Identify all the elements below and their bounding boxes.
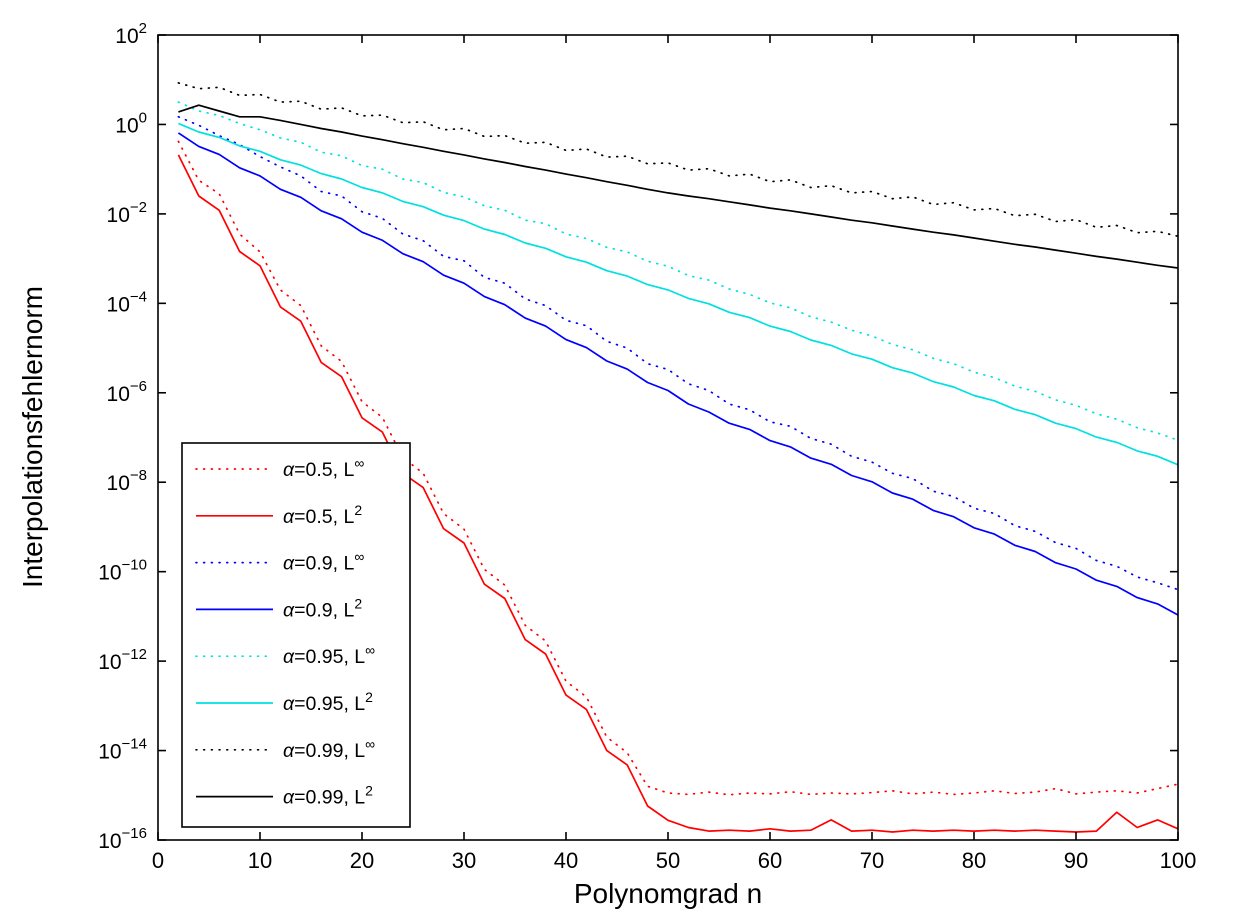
- y-tick-label: 10−10: [98, 557, 147, 585]
- legend-label-6: α=0.99, L∞: [283, 736, 375, 762]
- y-tick-label: 10−14: [98, 736, 147, 764]
- y-tick-label: 102: [115, 20, 147, 48]
- y-tick-label: 10−16: [98, 825, 147, 853]
- legend-box: [181, 442, 411, 828]
- curve-3-solid: [177, 132, 1179, 616]
- legend-label-3: α=0.9, L2: [283, 595, 362, 621]
- curve-7-solid: [178, 104, 1179, 269]
- x-axis-label: Polynomgrad n: [574, 878, 762, 909]
- curve-0-dotted: [177, 140, 1179, 796]
- x-tick-label: 40: [554, 848, 578, 873]
- x-tick-label: 30: [452, 848, 476, 873]
- curve-4-dotted: [177, 101, 1179, 442]
- curve-2-dotted: [177, 115, 1179, 591]
- x-tick-label: 80: [962, 848, 986, 873]
- y-tick-label: 10−6: [107, 378, 147, 406]
- y-tick-label: 10−12: [98, 646, 147, 674]
- x-tick-label: 10: [248, 848, 272, 873]
- legend: α=0.5, L∞ α=0.5, L2 α=0.9, L∞ α=0.9, L2 α=0.…: [181, 442, 411, 828]
- legend-label-2: α=0.9, L∞: [283, 549, 364, 575]
- x-tick-label: 20: [350, 848, 374, 873]
- legend-label-4: α=0.95, L∞: [283, 642, 375, 668]
- y-axis-label: Interpolationsfehlernorm: [17, 286, 48, 588]
- legend-label-7: α=0.99, L2: [283, 783, 373, 809]
- x-tick-label: 90: [1064, 848, 1088, 873]
- curves-group: [177, 82, 1179, 833]
- legend-label-0: α=0.5, L∞: [283, 455, 364, 481]
- legend-label-1: α=0.5, L2: [283, 502, 362, 528]
- x-tick-label: 100: [1160, 848, 1197, 873]
- curve-5-solid: [178, 122, 1179, 466]
- y-tick-label: 10−8: [107, 467, 147, 495]
- curve-6-dotted: [177, 82, 1179, 238]
- y-tick-label: 100: [115, 109, 147, 137]
- axes-group: 0 10 20 30 40 50 60 70 80 90 100 102 100 10−2 10−4 10−6…: [98, 20, 1196, 873]
- y-tick-label: 10−4: [107, 288, 147, 316]
- y-tick-label: 10−2: [107, 199, 147, 227]
- x-tick-label: 60: [758, 848, 782, 873]
- x-tick-label: 70: [860, 848, 884, 873]
- x-tick-label: 50: [656, 848, 680, 873]
- x-tick-label: 0: [152, 848, 164, 873]
- curve-1-solid: [177, 154, 1179, 833]
- legend-label-5: α=0.95, L2: [283, 689, 373, 715]
